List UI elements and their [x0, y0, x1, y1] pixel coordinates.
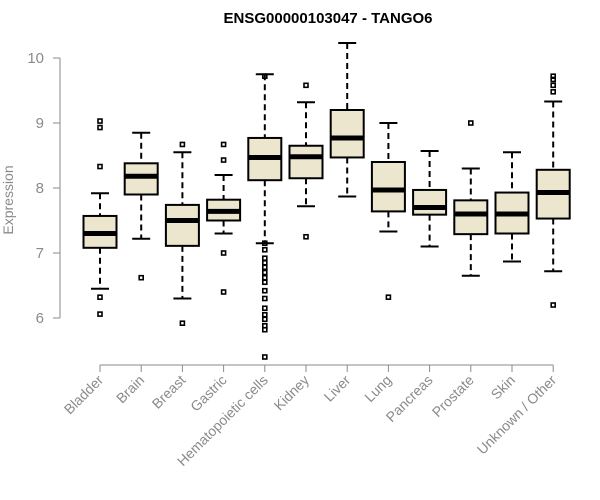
x-tick-label: Liver: [321, 372, 354, 405]
x-tick-label: Lung: [361, 372, 394, 405]
outlier-point: [550, 76, 557, 83]
y-tick-label: 7: [36, 245, 44, 262]
y-axis: 6 7 8 9 10: [27, 50, 61, 327]
x-tick-label: Skin: [488, 372, 519, 403]
box-group-skin: [494, 151, 530, 263]
box-group-prostate: [453, 120, 489, 277]
y-tick-label: 9: [36, 115, 44, 132]
outlier-point: [261, 246, 268, 253]
outlier-point: [261, 305, 268, 312]
x-tick-label: Kidney: [271, 372, 313, 414]
outlier-point: [179, 320, 186, 327]
outlier-point: [261, 274, 268, 281]
box-group-liver: [329, 42, 365, 198]
y-axis-label: Expression: [0, 165, 16, 234]
chart-title: ENSG00000103047 - TANGO6: [224, 10, 433, 27]
outlier-point: [550, 82, 557, 89]
y-tick-label: 6: [36, 310, 44, 327]
outlier-point: [261, 326, 268, 333]
iqr-box: [370, 161, 406, 213]
outlier-point: [97, 294, 103, 301]
outlier-point: [97, 163, 103, 170]
x-tick-label: Brain: [113, 372, 147, 406]
outlier-point: [550, 89, 557, 95]
box-group-kidney: [288, 82, 324, 240]
outlier-point: [97, 118, 103, 124]
outlier-point: [261, 259, 268, 266]
outlier-point: [179, 141, 186, 148]
iqr-box: [329, 109, 365, 159]
outlier-point: [550, 302, 557, 308]
outlier-point: [303, 82, 309, 89]
y-tick-label: 8: [36, 180, 44, 197]
iqr-box: [123, 162, 159, 196]
outlier-point: [261, 316, 268, 323]
outlier-point: [220, 157, 227, 163]
iqr-box: [453, 199, 489, 236]
outlier-point: [261, 279, 268, 286]
y-tick-label: 10: [27, 50, 44, 67]
outlier-point: [261, 269, 268, 276]
plot-area: [82, 42, 571, 360]
box-group-bladder: [82, 118, 118, 317]
outlier-point: [261, 255, 268, 262]
iqr-box: [288, 144, 324, 180]
outlier-point: [385, 294, 392, 301]
outlier-point: [261, 311, 268, 318]
x-tick-label: Prostate: [429, 372, 477, 420]
outlier-point: [138, 274, 144, 281]
outlier-point: [261, 264, 268, 271]
box-group-hematopoietic-cells: [247, 73, 283, 360]
outlier-point: [303, 233, 309, 240]
outlier-point: [97, 124, 103, 131]
iqr-box: [412, 188, 448, 216]
outlier-point: [467, 120, 474, 126]
outlier-point: [220, 141, 227, 148]
outlier-point: [97, 311, 103, 317]
box-group-lung: [370, 122, 406, 301]
outlier-point: [261, 295, 268, 302]
outlier-point: [261, 73, 268, 79]
x-tick-label: Bladder: [61, 372, 107, 418]
box-group-pancreas: [412, 149, 448, 248]
iqr-box: [164, 203, 200, 247]
box-group-gastric: [206, 141, 242, 295]
outlier-point: [220, 250, 227, 256]
box-group-unknown-other: [535, 73, 571, 308]
outlier-point: [261, 287, 268, 294]
box-group-brain: [123, 131, 159, 281]
outlier-point: [220, 289, 227, 295]
x-tick-label: Breast: [149, 372, 189, 412]
outlier-point: [261, 354, 268, 360]
outlier-point: [261, 240, 268, 247]
box-group-breast: [164, 141, 200, 327]
